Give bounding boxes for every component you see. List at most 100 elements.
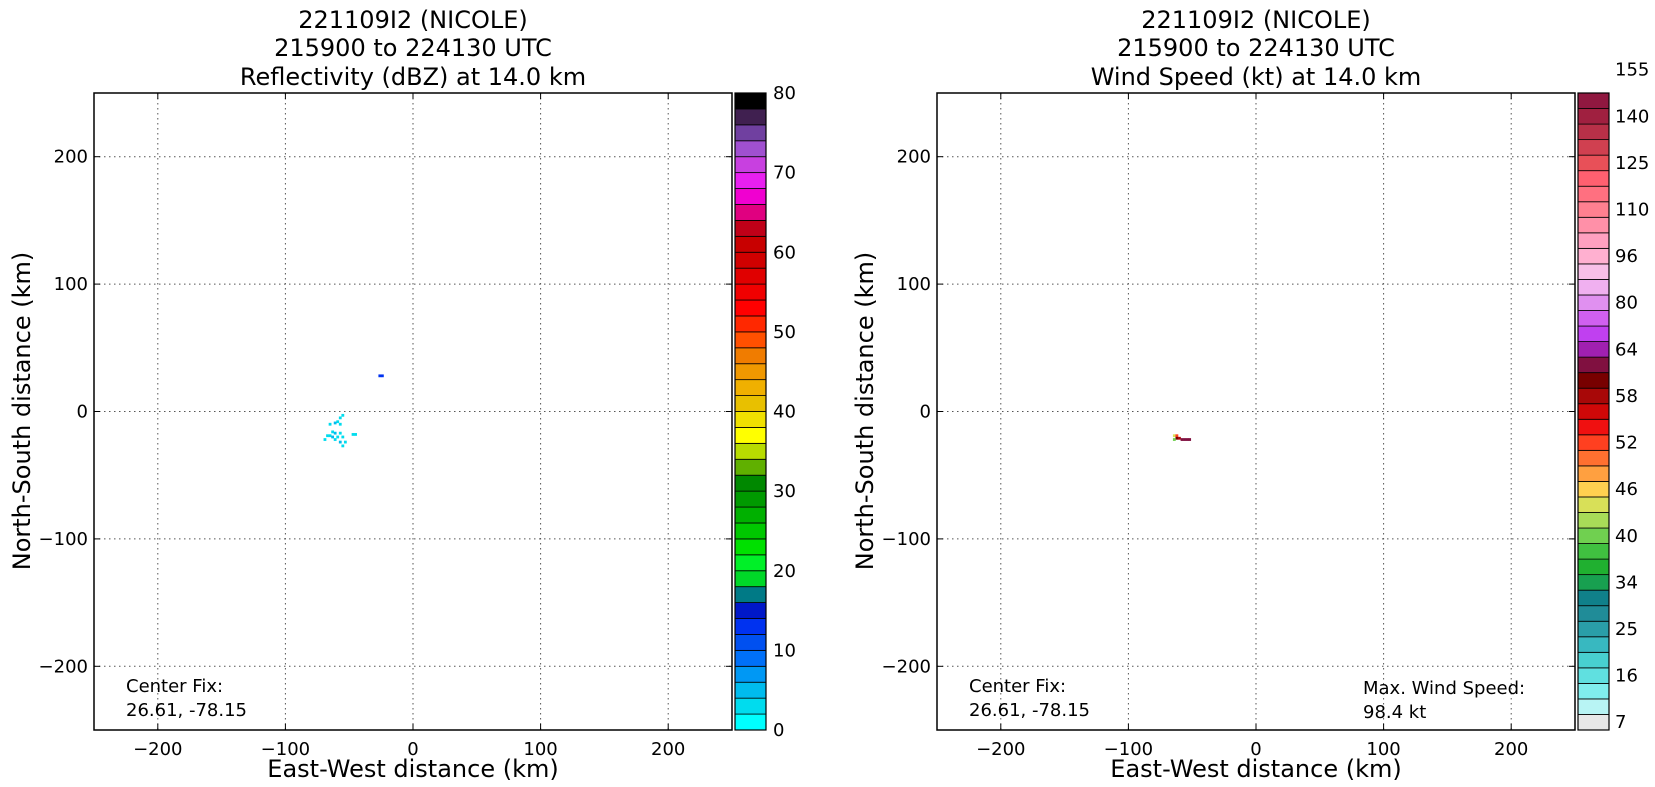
title-line-1: 221109I2 (NICOLE): [298, 6, 528, 34]
colorbar-bin: [1577, 341, 1610, 358]
data-cell: [336, 435, 340, 439]
colorbar-bin: [734, 124, 767, 142]
colorbar-tick-label: 34: [1615, 572, 1638, 593]
colorbar-bin: [1577, 512, 1610, 529]
colorbar-bin: [734, 522, 767, 540]
data-cell: [1172, 434, 1176, 438]
colorbar-bin: [1577, 620, 1610, 638]
colorbar-bin: [734, 204, 767, 221]
x-tick-label: 0: [1250, 739, 1261, 760]
center-fix-value: 26.61, -78.15: [969, 700, 1090, 721]
colorbar-tick-label: 52: [1615, 433, 1638, 454]
x-tick-label: 200: [651, 739, 685, 760]
colorbar-bin: [1577, 201, 1610, 218]
colorbar-tick-label: 0: [773, 720, 784, 741]
colorbar-bin: [734, 363, 767, 381]
data-cell: [338, 440, 342, 444]
data-cell: [323, 438, 327, 441]
colorbar-bin: [1577, 232, 1610, 249]
colorbar-bin: [1577, 449, 1610, 467]
center-fix-label: Center Fix:: [126, 676, 223, 697]
colorbar-bin: [734, 649, 767, 667]
y-tick-label: 0: [77, 402, 88, 423]
colorbar-tick-label: 96: [1615, 246, 1638, 267]
colorbar-tick-label: 40: [1615, 526, 1638, 547]
colorbar-bin: [1577, 247, 1610, 265]
y-axis-label: North-South distance (km): [851, 252, 879, 571]
colorbar-tick-label: 40: [773, 402, 796, 423]
colorbar-tick-label: 64: [1615, 339, 1638, 360]
data-cell: [338, 416, 342, 420]
x-tick-label: −100: [261, 739, 310, 760]
data-cell: [341, 435, 345, 439]
colorbar-bin: [1577, 372, 1610, 389]
colorbar-bin: [1577, 263, 1610, 280]
title-line-3: Wind Speed (kt) at 14.0 km: [1091, 63, 1422, 91]
reflectivity-cells: [323, 374, 384, 448]
x-ticks: −200 −100 0 100 200: [976, 93, 1528, 760]
data-cell: [1188, 438, 1192, 441]
colorbar-bin: [734, 697, 767, 715]
data-cell: [333, 438, 337, 441]
max-wind-label: Max. Wind Speed:: [1363, 678, 1525, 699]
x-tick-label: −200: [133, 739, 182, 760]
colorbar-tick-label: 80: [1615, 293, 1638, 314]
center-fix-value: 26.61, -78.15: [126, 700, 247, 721]
data-cell: [1183, 438, 1186, 441]
colorbar-bin: [1577, 216, 1610, 234]
colorbar-bin: [1577, 714, 1610, 731]
colorbar-bin: [1577, 279, 1610, 296]
colorbar-bin: [1577, 682, 1610, 700]
colorbar: 0 10 20 30 40 50 60 70 80: [734, 83, 796, 741]
colorbar-bin: [1577, 108, 1610, 125]
colorbar-bin: [734, 634, 767, 651]
colorbar-bin: [1577, 310, 1610, 327]
colorbar-bin: [1577, 605, 1610, 622]
colorbar-tick-label: 16: [1615, 666, 1638, 687]
x-ticks: −200 −100 0 100 200: [133, 93, 685, 760]
colorbar-bin: [1577, 418, 1610, 436]
x-axis-label: East-West distance (km): [267, 755, 558, 783]
colorbar-bin: [1577, 123, 1610, 141]
colorbar-bin: [734, 538, 767, 556]
colorbar-bin: [734, 554, 767, 572]
colorbar-bin: [734, 156, 767, 174]
colorbar-bin: [1577, 636, 1610, 653]
colorbar-bin: [1577, 170, 1610, 187]
x-tick-label: −100: [1104, 739, 1153, 760]
colorbar-bin: [734, 681, 767, 699]
center-fix-label: Center Fix:: [969, 676, 1066, 697]
colorbar-bin: [734, 108, 767, 126]
data-cell: [328, 422, 332, 426]
colorbar-bin: [734, 188, 767, 205]
data-cell: [1185, 438, 1189, 441]
data-cell: [336, 420, 340, 424]
wind-speed-cells: [1172, 434, 1192, 441]
data-cell: [341, 444, 345, 448]
data-cell: [326, 434, 329, 438]
colorbar: 7 16 25 34 40 46 52 58 64 80 96 110 125 140 155: [1577, 60, 1649, 733]
colorbar-bin: [1577, 403, 1610, 420]
y-ticks: −200 −100 0 100 200: [39, 147, 732, 677]
colorbar-bin: [734, 474, 767, 492]
colorbar-bin: [734, 395, 767, 412]
colorbar-bin: [734, 665, 767, 683]
x-tick-label: −200: [976, 739, 1025, 760]
colorbar-bin: [734, 235, 767, 253]
data-cell: [1172, 438, 1176, 441]
plot-area: −200 −100 0 100 200 −200 −100 0 100 200: [882, 92, 1576, 760]
colorbar-bin: [734, 442, 767, 460]
colorbar-frame: [734, 92, 767, 731]
title-line-2: 215900 to 224130 UTC: [1117, 34, 1395, 62]
colorbar-bin: [734, 267, 767, 285]
colorbar-bin: [1577, 356, 1610, 374]
colorbar-tick-label: 125: [1615, 153, 1649, 174]
colorbar-bin: [734, 379, 767, 396]
x-tick-label: 100: [1366, 739, 1400, 760]
colorbar-tick-label: 60: [773, 242, 796, 263]
data-cell: [354, 433, 357, 436]
colorbar-bin: [1577, 139, 1610, 156]
y-tick-label: 0: [920, 402, 931, 423]
colorbar-bin: [1577, 387, 1610, 405]
colorbar-bin: [734, 713, 767, 731]
